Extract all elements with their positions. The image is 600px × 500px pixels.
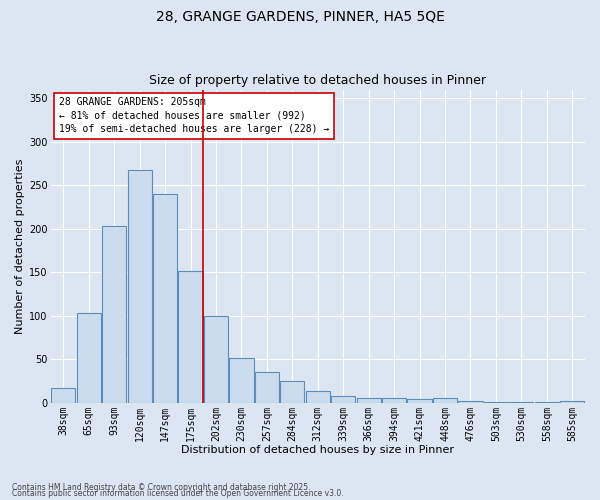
- Bar: [280, 381, 304, 403]
- Bar: [331, 396, 355, 403]
- Bar: [382, 398, 406, 403]
- Bar: [458, 401, 482, 403]
- Bar: [509, 402, 533, 403]
- Bar: [178, 270, 203, 403]
- Bar: [204, 316, 228, 403]
- Bar: [433, 398, 457, 403]
- Bar: [535, 402, 559, 403]
- Y-axis label: Number of detached properties: Number of detached properties: [15, 158, 25, 334]
- Bar: [77, 313, 101, 403]
- Bar: [51, 388, 76, 403]
- Bar: [102, 226, 126, 403]
- Bar: [229, 358, 254, 403]
- Bar: [255, 372, 279, 403]
- Bar: [407, 400, 431, 403]
- Bar: [305, 392, 330, 403]
- X-axis label: Distribution of detached houses by size in Pinner: Distribution of detached houses by size …: [181, 445, 454, 455]
- Text: Contains HM Land Registry data © Crown copyright and database right 2025.: Contains HM Land Registry data © Crown c…: [12, 484, 311, 492]
- Text: 28, GRANGE GARDENS, PINNER, HA5 5QE: 28, GRANGE GARDENS, PINNER, HA5 5QE: [155, 10, 445, 24]
- Bar: [153, 194, 177, 403]
- Bar: [560, 401, 584, 403]
- Bar: [356, 398, 381, 403]
- Text: 28 GRANGE GARDENS: 205sqm
← 81% of detached houses are smaller (992)
19% of semi: 28 GRANGE GARDENS: 205sqm ← 81% of detac…: [59, 98, 329, 134]
- Text: Contains public sector information licensed under the Open Government Licence v3: Contains public sector information licen…: [12, 490, 344, 498]
- Bar: [128, 170, 152, 403]
- Title: Size of property relative to detached houses in Pinner: Size of property relative to detached ho…: [149, 74, 486, 87]
- Bar: [484, 402, 508, 403]
